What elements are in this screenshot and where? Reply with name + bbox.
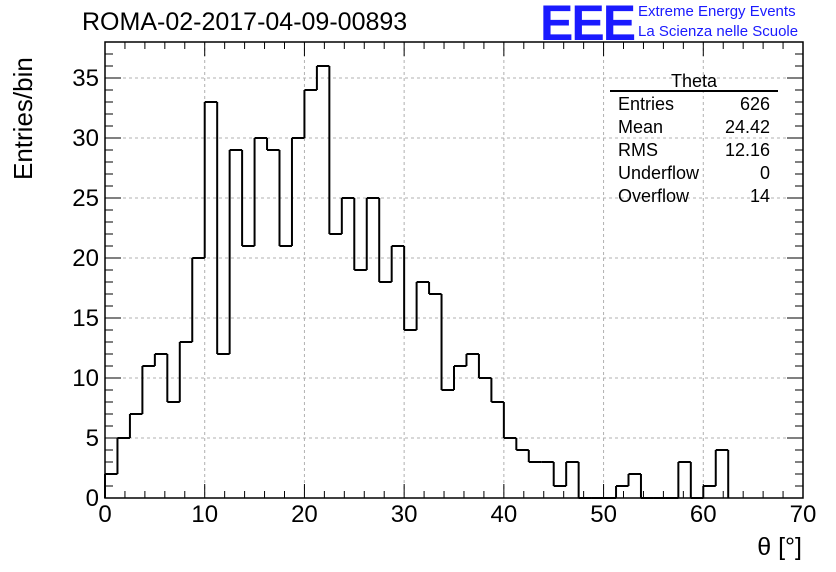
- chart-title: ROMA-02-2017-04-09-00893: [82, 8, 408, 36]
- y-tick-label: 35: [72, 65, 99, 92]
- stats-label: Underflow: [618, 163, 700, 183]
- stats-row-rms: RMS 12.16: [610, 138, 778, 161]
- x-tick-label: 50: [590, 501, 617, 528]
- stats-box: Theta Entries 626 Mean 24.42 RMS 12.16 U…: [610, 70, 778, 207]
- stats-value: 12.16: [724, 140, 770, 160]
- y-tick-label: 20: [72, 245, 99, 272]
- stats-row-overflow: Overflow 14: [610, 184, 778, 207]
- eee-logo: EEE: [540, 0, 636, 51]
- y-axis-label: Entries/bin: [8, 57, 38, 180]
- stats-value: 24.42: [724, 117, 770, 137]
- x-axis-label: θ [°]: [757, 533, 802, 561]
- stats-label: Mean: [618, 117, 664, 137]
- stats-row-underflow: Underflow 0: [610, 161, 778, 184]
- y-tick-label: 15: [72, 305, 99, 332]
- stats-label: Entries: [618, 94, 675, 114]
- stats-value: 0: [759, 163, 770, 183]
- stats-label: Overflow: [618, 186, 690, 206]
- y-tick-label: 10: [72, 365, 99, 392]
- stats-value: 14: [749, 186, 770, 206]
- stats-label: RMS: [618, 140, 658, 160]
- stats-row-mean: Mean 24.42: [610, 115, 778, 138]
- y-tick-label: 25: [72, 185, 99, 212]
- stats-row-entries: Entries 626: [610, 92, 778, 115]
- y-tick-label: 5: [86, 425, 99, 452]
- stats-value: 626: [739, 94, 770, 114]
- y-tick-label: 0: [86, 485, 99, 512]
- stats-title: Theta: [610, 70, 778, 92]
- x-tick-label: 40: [491, 501, 518, 528]
- x-tick-label: 70: [790, 501, 817, 528]
- x-tick-label: 20: [291, 501, 318, 528]
- y-tick-label: 30: [72, 125, 99, 152]
- logo-subtitle-line1: Extreme Energy Events: [638, 3, 796, 20]
- x-tick-label: 30: [391, 501, 418, 528]
- x-tick-label: 0: [98, 501, 111, 528]
- logo-subtitle-line2: La Scienza nelle Scuole: [638, 23, 799, 40]
- x-tick-label: 10: [191, 501, 218, 528]
- x-tick-label: 60: [690, 501, 717, 528]
